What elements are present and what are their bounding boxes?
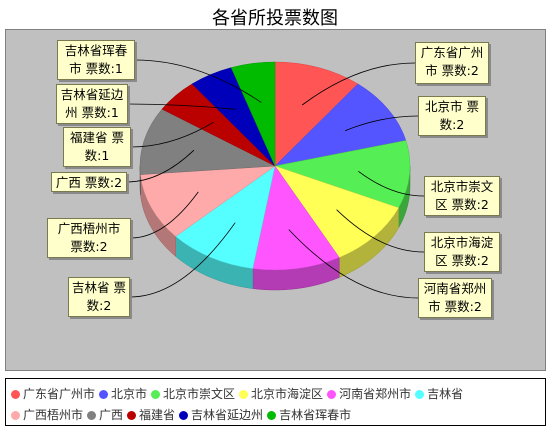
slice-label-line: 广西梧州市	[50, 220, 128, 238]
slice-label-line: 吉林省 票	[71, 279, 127, 297]
slice-label-line: 数:2	[71, 297, 127, 315]
slice-label-line: 州 票数:1	[59, 104, 125, 122]
legend-label: 广西梧州市	[23, 408, 83, 422]
legend-label: 吉林省延边州	[191, 408, 263, 422]
slice-label-line: 北京市崇文	[427, 178, 497, 196]
legend-item: 北京市崇文区	[151, 385, 235, 402]
legend-item: 河南省郑州市	[327, 385, 411, 402]
legend-label: 吉林省	[427, 387, 463, 401]
slice-label-line: 区 票数:2	[427, 252, 497, 270]
slice-label: 北京市崇文区 票数:2	[424, 176, 500, 216]
legend-swatch-icon	[239, 390, 248, 399]
slice-label-line: 北京市 票	[421, 98, 483, 116]
slice-label-line: 广西 票数:2	[54, 174, 124, 192]
legend-label: 吉林省珲春市	[279, 408, 351, 422]
slice-label: 吉林省延边州 票数:1	[56, 84, 128, 124]
legend-item: 北京市海淀区	[239, 385, 323, 402]
slice-label-line: 北京市海淀	[427, 234, 497, 252]
slice-label-line: 票数:2	[50, 238, 128, 256]
slice-label: 广西梧州市 票数:2	[47, 218, 131, 258]
slice-label-line: 河南省郑州	[421, 280, 489, 298]
slice-label-line: 市 票数:1	[60, 60, 132, 78]
legend-label: 北京市	[111, 387, 147, 401]
legend-swatch-icon	[267, 411, 276, 420]
legend-item: 广东省广州市	[11, 385, 95, 402]
legend-label: 广西	[99, 408, 123, 422]
legend-row: 广东省广州市 北京市 北京市崇文区 北京市海淀区 河南省郑州市 吉林省	[11, 385, 467, 402]
legend-label: 北京市海淀区	[251, 387, 323, 401]
slice-label: 吉林省 票数:2	[68, 277, 130, 317]
legend-row: 广西梧州市 广西 福建省 吉林省延边州 吉林省珲春市	[11, 406, 355, 423]
slice-label-line: 区 票数:2	[427, 196, 497, 214]
legend-swatch-icon	[11, 390, 20, 399]
slice-label-line: 广东省广州	[418, 44, 486, 62]
legend-swatch-icon	[415, 390, 424, 399]
slice-label-line: 吉林省珲春	[60, 42, 132, 60]
legend-swatch-icon	[327, 390, 336, 399]
legend-item: 广西	[87, 406, 123, 423]
slice-label: 北京市 票数:2	[418, 96, 486, 136]
slice-label: 北京市海淀区 票数:2	[424, 232, 500, 272]
legend-item: 北京市	[99, 385, 147, 402]
legend-label: 河南省郑州市	[339, 387, 411, 401]
slice-label-line: 市 票数:2	[421, 298, 489, 316]
legend-item: 福建省	[127, 406, 175, 423]
slice-label-line: 数:2	[421, 116, 483, 134]
legend-label: 北京市崇文区	[163, 387, 235, 401]
legend-swatch-icon	[127, 411, 136, 420]
legend-label: 福建省	[139, 408, 175, 422]
legend-swatch-icon	[11, 411, 20, 420]
slice-label: 广西 票数:2	[51, 172, 127, 192]
slice-label-line: 市 票数:2	[418, 62, 486, 80]
slice-label: 河南省郑州市 票数:2	[418, 278, 492, 318]
legend: 广东省广州市 北京市 北京市崇文区 北京市海淀区 河南省郑州市 吉林省 广西梧州市 广西 福建…	[5, 378, 546, 426]
slice-label: 广东省广州市 票数:2	[415, 42, 489, 84]
legend-item: 广西梧州市	[11, 406, 83, 423]
legend-swatch-icon	[99, 390, 108, 399]
slice-label: 福建省 票数:1	[63, 127, 131, 167]
legend-swatch-icon	[87, 411, 96, 420]
legend-swatch-icon	[179, 411, 188, 420]
slice-label-line: 吉林省延边	[59, 86, 125, 104]
slice-label-line: 数:1	[66, 147, 128, 165]
legend-item: 吉林省珲春市	[267, 406, 351, 423]
legend-label: 广东省广州市	[23, 387, 95, 401]
legend-item: 吉林省延边州	[179, 406, 263, 423]
legend-item: 吉林省	[415, 385, 463, 402]
slice-label-line: 福建省 票	[66, 129, 128, 147]
slice-label: 吉林省珲春市 票数:1	[57, 40, 135, 80]
legend-swatch-icon	[151, 390, 160, 399]
